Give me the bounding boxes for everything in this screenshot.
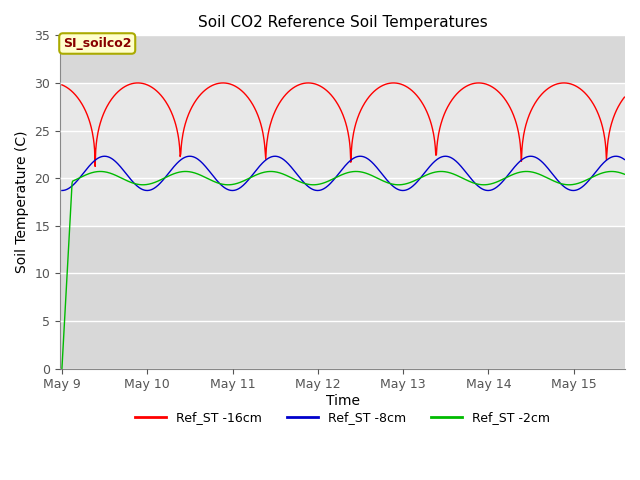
X-axis label: Time: Time	[326, 394, 360, 408]
Text: SI_soilco2: SI_soilco2	[63, 37, 131, 50]
Title: Soil CO2 Reference Soil Temperatures: Soil CO2 Reference Soil Temperatures	[198, 15, 488, 30]
Bar	[60, 83, 625, 226]
Y-axis label: Soil Temperature (C): Soil Temperature (C)	[15, 131, 29, 273]
Legend: Ref_ST -16cm, Ref_ST -8cm, Ref_ST -2cm: Ref_ST -16cm, Ref_ST -8cm, Ref_ST -2cm	[130, 406, 556, 429]
